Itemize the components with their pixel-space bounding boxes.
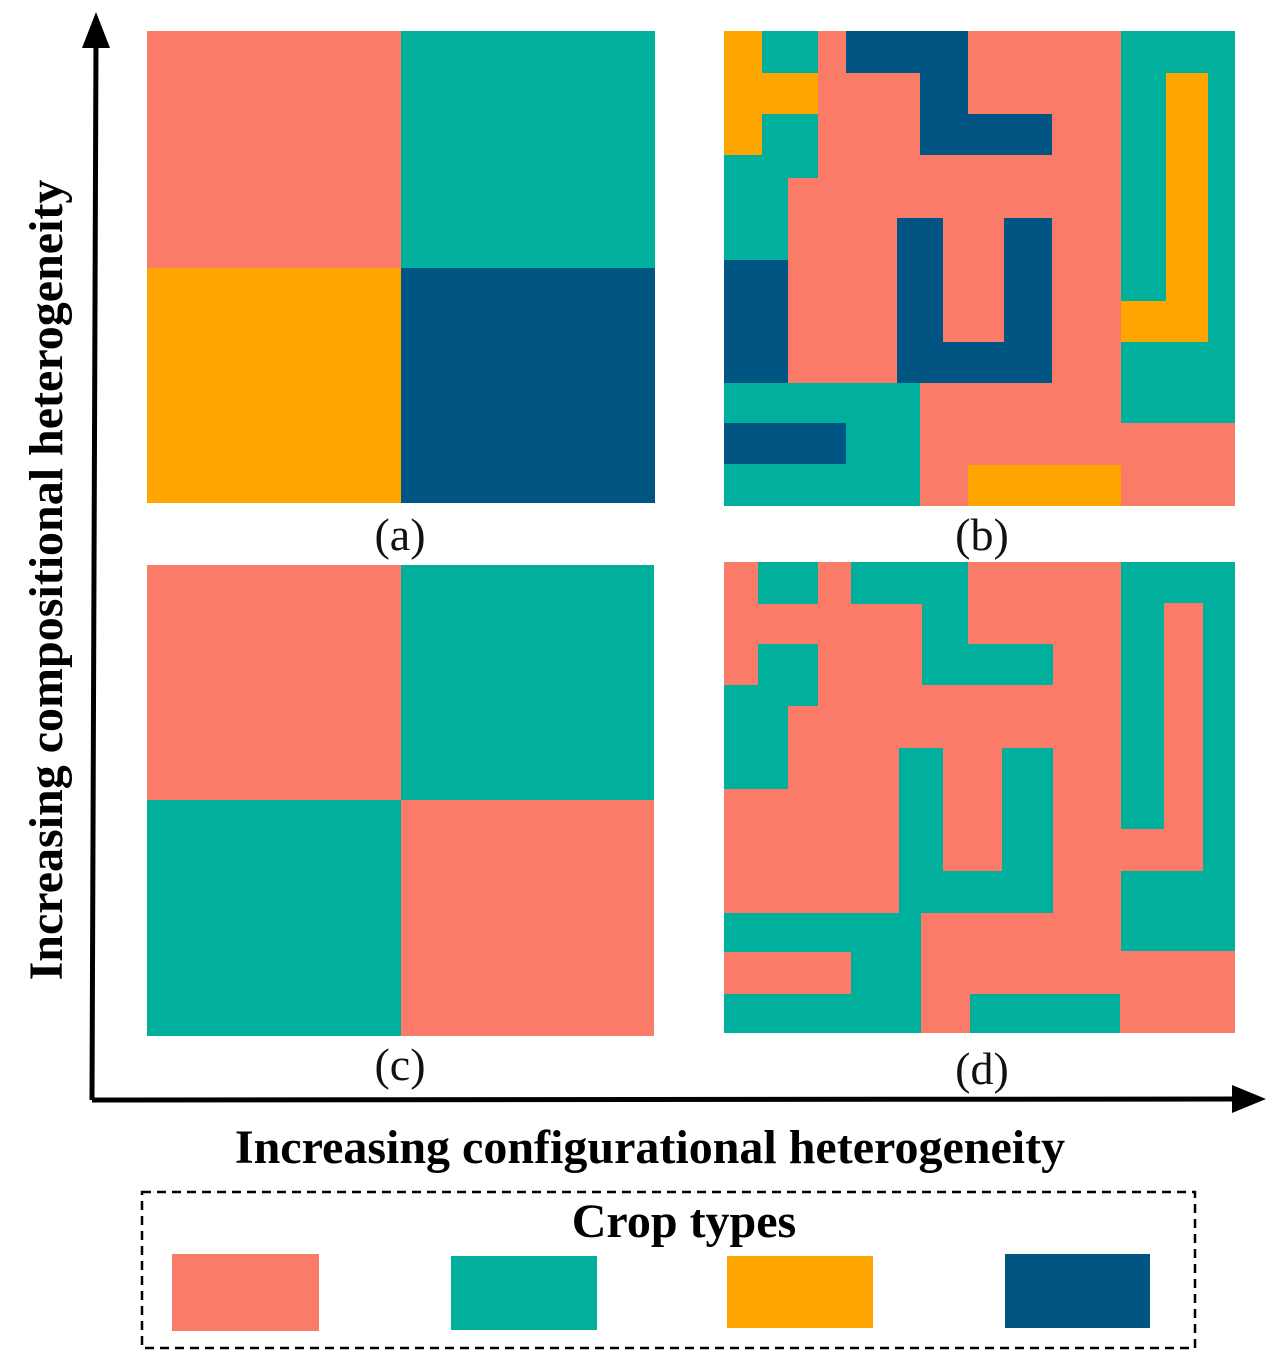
panel-d-patch [724, 952, 851, 994]
panel-a-cell-top-left [147, 31, 401, 268]
panel-a-label: (a) [374, 509, 425, 560]
panel-d-patch [1121, 829, 1203, 871]
panel-c-cell-bottom-left [147, 800, 401, 1036]
panel-c-cell-bottom-right [401, 800, 654, 1036]
panel-d-patch [922, 644, 1053, 685]
panel-a-cell-bottom-right [401, 268, 655, 503]
x-axis-line [91, 1096, 1241, 1103]
panel-d-patch [724, 685, 788, 789]
y-axis-line [89, 39, 99, 1101]
panel-b-patch [968, 465, 1121, 506]
legend-swatch-navy [1005, 1254, 1150, 1328]
panel-a-cell-top-right [401, 31, 655, 268]
legend-swatch-teal [451, 1256, 597, 1330]
panel-d-label: (d) [955, 1043, 1009, 1094]
panel-b-patch [1121, 301, 1208, 342]
panel-d-patch [899, 871, 1053, 913]
panel-b-patch [897, 342, 1052, 383]
legend-border [140, 1190, 1197, 1350]
x-axis [91, 1085, 1266, 1113]
panel-c [147, 565, 654, 1036]
panel-c-cell-top-right [401, 565, 654, 800]
y-axis [82, 12, 110, 1101]
legend: Crop types [140, 1190, 1197, 1350]
panel-b-patch [762, 31, 818, 73]
panel-d [724, 562, 1235, 1033]
panel-a [147, 31, 655, 503]
panel-a-cell-bottom-left [147, 268, 401, 503]
panel-d-patch [1164, 603, 1203, 871]
panel-b-label: (b) [955, 509, 1009, 560]
legend-title: Crop types [572, 1195, 796, 1248]
panel-b-patch [724, 73, 818, 114]
y-axis-title: Increasing compositional heterogeneity [20, 180, 73, 981]
panel-b-patch [724, 155, 788, 260]
panel-d-patch [970, 994, 1120, 1033]
panel-b-patch [724, 423, 846, 464]
y-axis-arrowhead [82, 12, 110, 48]
panel-d-patch [758, 562, 818, 604]
legend-swatch-salmon [172, 1254, 319, 1331]
panel-b [724, 31, 1235, 506]
panel-c-cell-top-left [147, 565, 401, 800]
x-axis-title: Increasing configurational heterogeneity [235, 1121, 1065, 1174]
panel-b-patch [1166, 73, 1208, 342]
panel-b-patch [920, 114, 1052, 155]
panel-b-patch [724, 260, 788, 383]
legend-swatch-orange [727, 1256, 873, 1328]
x-axis-arrowhead [1232, 1085, 1266, 1113]
panel-c-label: (c) [374, 1039, 425, 1090]
